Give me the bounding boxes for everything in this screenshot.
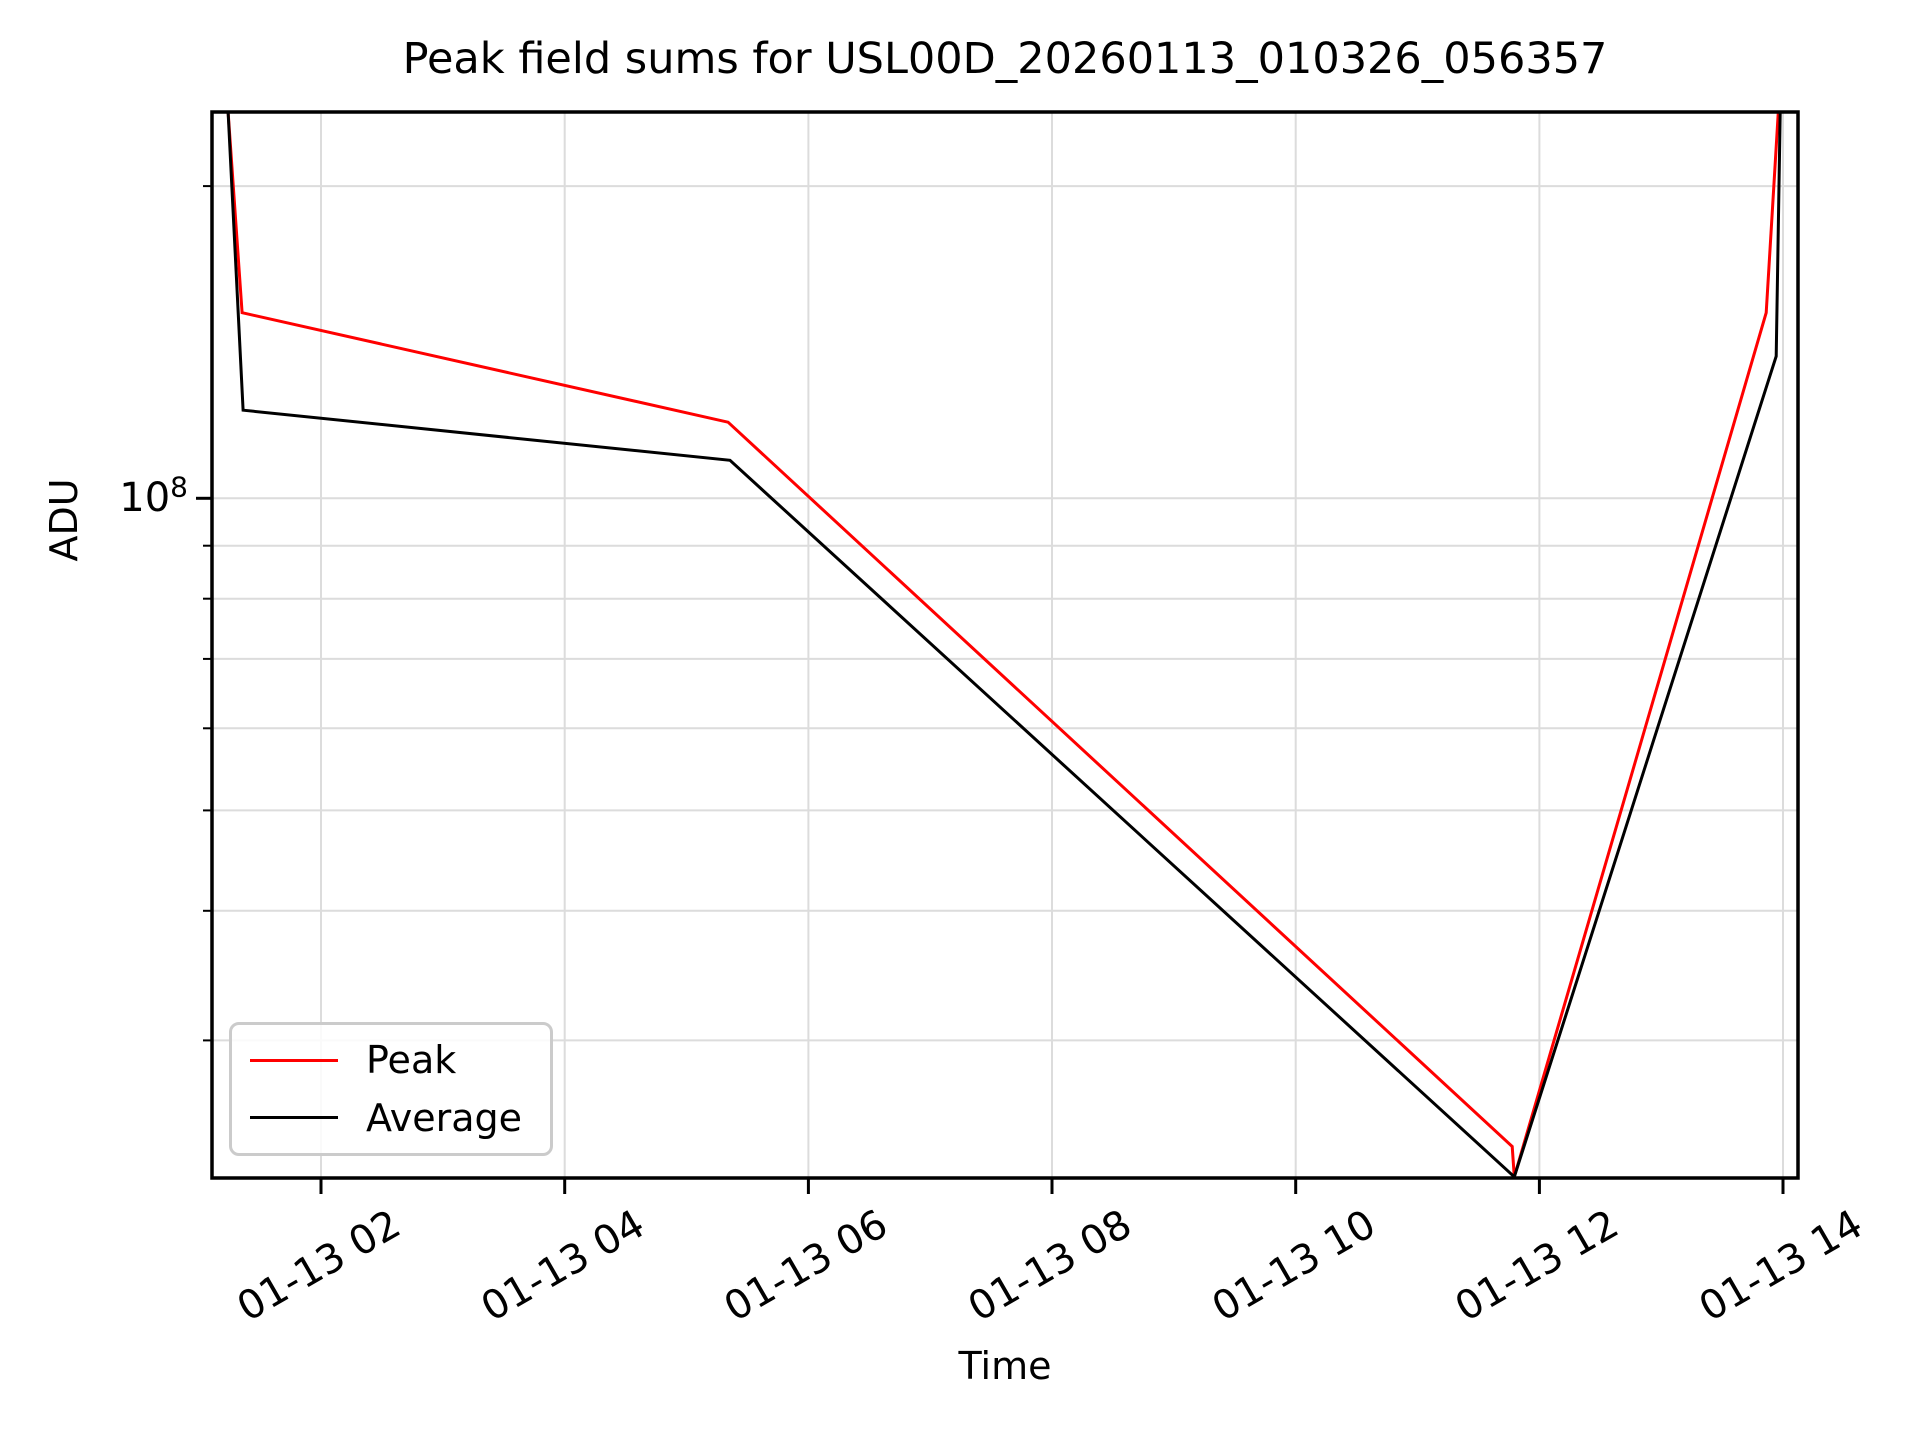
axis-ticks [196, 185, 1785, 1194]
series-line-average [226, 111, 1782, 1180]
series-lines [226, 111, 1782, 1180]
chart-title: Peak field sums for USL00D_20260113_0103… [402, 34, 1608, 84]
legend-label-peak: Peak [366, 1038, 457, 1083]
legend-entry-peak: Peak [250, 1038, 550, 1082]
gridlines [212, 112, 1798, 1178]
legend-label-average: Average [366, 1095, 523, 1140]
series-line-peak [226, 111, 1780, 1178]
legend-line-average [250, 1116, 338, 1120]
y-tick-label-1e8: 108 [62, 470, 188, 526]
legend-line-peak [250, 1058, 338, 1062]
plot-border [210, 110, 1800, 1180]
y-tick-base: 10 [119, 475, 171, 522]
y-tick-exponent: 8 [170, 470, 188, 504]
legend: Peak Average [229, 1022, 553, 1156]
x-axis-label: Time [958, 1344, 1052, 1388]
legend-entry-average: Average [250, 1096, 550, 1140]
